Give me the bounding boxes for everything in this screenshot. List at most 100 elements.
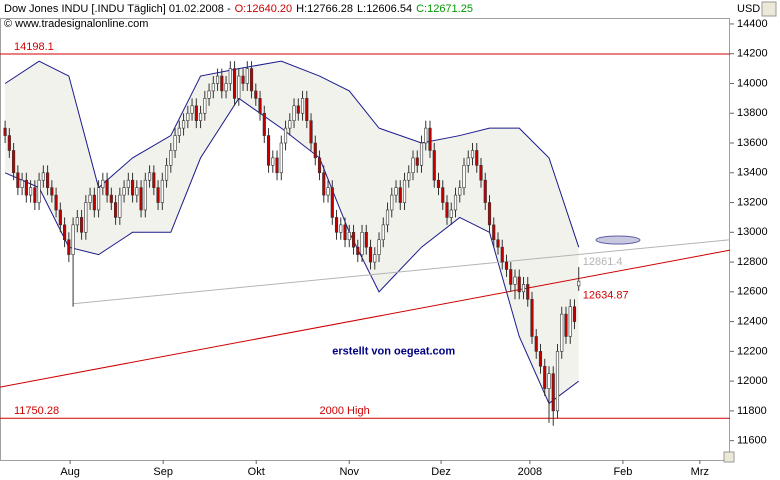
upper-band (4, 60, 580, 248)
candle-body (394, 187, 398, 196)
candle-body (424, 127, 428, 144)
trend-line-value: 12634.87 (583, 290, 629, 302)
candle-body (194, 105, 198, 121)
y-tick-label: 12600 (737, 286, 768, 298)
candle-body (445, 202, 449, 218)
candle-body (258, 98, 262, 114)
candle-body (407, 172, 411, 181)
candle-body (543, 365, 547, 389)
candle-body (3, 127, 7, 136)
y-tick-label: 14400 (737, 18, 768, 30)
x-tick-label: Okt (248, 466, 265, 478)
candle-body (97, 187, 101, 211)
candle-body (492, 224, 496, 241)
trend-line-value: 12861.4 (583, 256, 623, 268)
candle-body (500, 246, 504, 263)
candle-body (67, 239, 71, 255)
candle-body (377, 239, 381, 255)
candle-body (296, 105, 300, 114)
y-tick-label: 12400 (737, 316, 768, 328)
candle-body (411, 157, 415, 174)
candle-body (483, 179, 487, 203)
candle-body (564, 313, 568, 337)
candle-body (50, 187, 54, 196)
y-tick-label: 11600 (737, 435, 767, 447)
candle-body (92, 194, 96, 211)
candle-body (326, 187, 330, 196)
candle-body (177, 127, 181, 136)
x-tick-label: Nov (339, 466, 359, 478)
candle-body (526, 284, 530, 300)
candle-body (37, 179, 41, 203)
candle-body (462, 165, 466, 188)
y-tick-label: 14000 (737, 77, 768, 89)
candle-body (139, 187, 143, 211)
candle-body (322, 172, 326, 196)
candle-body (300, 98, 305, 114)
x-tick-label: Mrz (691, 466, 709, 478)
candle-body (160, 179, 164, 203)
candle-body (313, 142, 317, 159)
candle-body (254, 90, 258, 99)
candle-body (538, 351, 543, 367)
candle-body (122, 187, 126, 196)
candle-body (530, 298, 534, 337)
candle-body (147, 172, 152, 181)
header: Dow Jones INDU [.INDU Täglich] 01.02.200… (4, 3, 473, 15)
candle-body (109, 194, 113, 203)
candle-body (487, 202, 492, 226)
candle-body (118, 194, 122, 218)
candle-body (385, 209, 390, 226)
candle-body (432, 150, 436, 181)
candle-body (577, 280, 581, 287)
candle-body (283, 127, 288, 144)
candle-body (24, 179, 28, 196)
candle-body (292, 105, 296, 121)
candle-body (198, 112, 203, 121)
y-tick-label: 11800 (737, 405, 767, 417)
candle-body (215, 75, 220, 84)
candle-body (186, 112, 190, 121)
candle-body (351, 232, 356, 248)
y-unit: USD (737, 3, 760, 15)
candle-body (534, 336, 538, 352)
x-tick-label: 2008 (518, 466, 542, 478)
lower-band (4, 97, 580, 405)
y-tick-label: 13400 (737, 167, 768, 179)
candle-body (458, 187, 462, 196)
candle-body (228, 68, 232, 84)
annotation: 2000 High (320, 405, 370, 417)
candle-body (46, 172, 50, 188)
candle-body (305, 98, 309, 121)
candle-body (130, 179, 135, 196)
x-tick-label: Feb (613, 466, 632, 478)
candle-body (441, 187, 445, 203)
candle-body (334, 217, 339, 233)
candle-body (509, 269, 513, 285)
candle-body (419, 142, 424, 166)
candle-body (513, 276, 517, 285)
candle-body (317, 157, 322, 174)
candle-body (101, 179, 105, 188)
candle-body (368, 246, 373, 263)
candle-body (453, 194, 458, 211)
candle-body (173, 135, 177, 151)
candle-body (135, 187, 139, 196)
candle-body (466, 157, 470, 166)
y-tick-label: 12200 (737, 345, 768, 357)
candle-body (475, 150, 479, 166)
candle-body (572, 306, 577, 322)
candle-body (190, 105, 194, 114)
band-fill (5, 61, 579, 404)
candle-body (63, 224, 67, 241)
candle-body (262, 112, 266, 136)
candle-body (105, 179, 109, 196)
candle-body (156, 187, 160, 203)
candle-body (20, 179, 24, 188)
candle-body (436, 179, 441, 188)
candle-body (288, 120, 292, 129)
candle-body (568, 306, 572, 337)
candle-body (220, 75, 224, 92)
candle-body (330, 187, 334, 218)
y-tick-label: 12800 (737, 256, 768, 268)
